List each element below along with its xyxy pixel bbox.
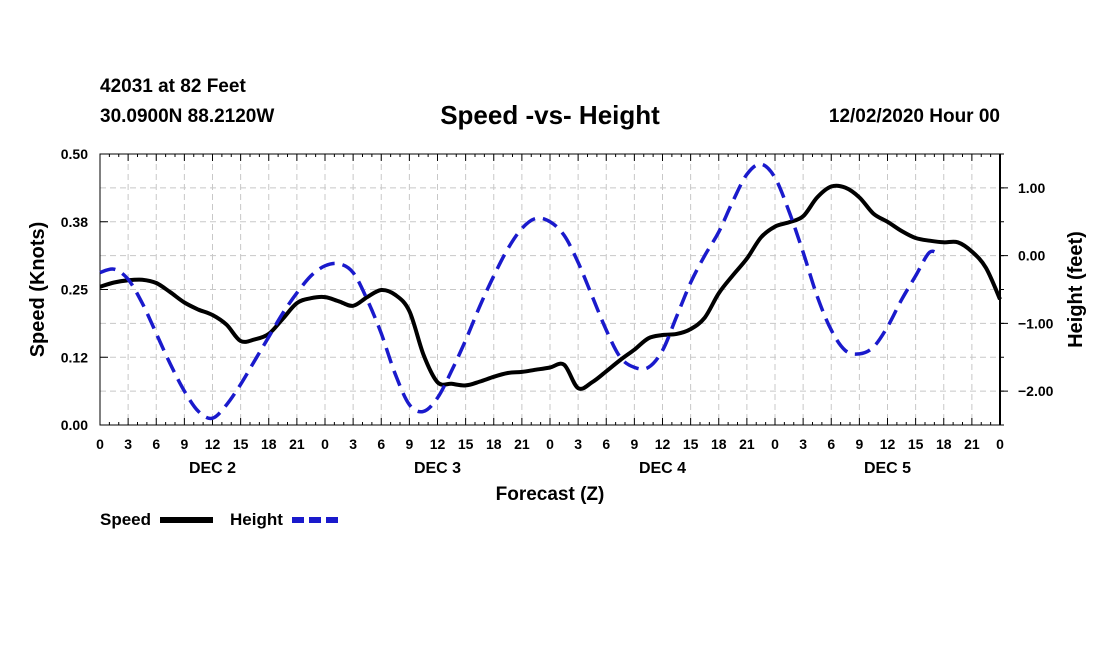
y-right-tick-label: −2.00	[1018, 383, 1054, 399]
x-tick-label: 9	[405, 436, 413, 452]
x-tick-label: 3	[574, 436, 582, 452]
x-tick-label: 21	[514, 436, 530, 452]
series	[99, 162, 1002, 421]
legend-speed-label: Speed	[100, 510, 151, 529]
x-tick-label: 21	[289, 436, 305, 452]
day-label: DEC 4	[639, 460, 686, 477]
x-tick-label: 12	[655, 436, 671, 452]
chart-title: Speed -vs- Height	[440, 100, 660, 130]
station-label: 42031 at 82 Feet	[100, 76, 246, 97]
legend: Speed Height	[100, 510, 342, 529]
y-left-tick-label: 0.50	[61, 146, 88, 162]
series-speed-line	[99, 183, 1002, 391]
x-tick-label: 6	[602, 436, 610, 452]
y-right-tick-label: 1.00	[1018, 180, 1045, 196]
day-label: DEC 5	[864, 460, 911, 477]
x-axis-label: Forecast (Z)	[496, 484, 605, 505]
y-axis-left-label: Speed (Knots)	[27, 222, 49, 358]
datetime-label: 12/02/2020 Hour 00	[828, 106, 1000, 127]
x-tick-label: 9	[855, 436, 863, 452]
x-tick-label: 0	[546, 436, 554, 452]
x-tick-label: 18	[711, 436, 727, 452]
day-label: DEC 3	[414, 460, 461, 477]
grid	[100, 154, 1000, 425]
x-tick-label: 15	[683, 436, 699, 452]
x-tick-label: 12	[880, 436, 896, 452]
x-tick-label: 0	[96, 436, 104, 452]
x-tick-label: 0	[771, 436, 779, 452]
x-tick-label: 18	[486, 436, 502, 452]
y-axis-right-label: Height (feet)	[1065, 231, 1087, 348]
x-tick-label: 6	[377, 436, 385, 452]
x-tick-label: 12	[430, 436, 446, 452]
x-tick-label: 9	[630, 436, 638, 452]
y-right-tick-label: 0.00	[1018, 248, 1045, 264]
x-tick-label: 3	[799, 436, 807, 452]
x-tick-label: 12	[205, 436, 221, 452]
x-tick-label: 21	[739, 436, 755, 452]
axis-ticks: 0 3 6 9 12 15 18 21 0 3 6 9 12 15 18 21 0 3 6 9 12 15 18 21 0 3 6 9…	[61, 146, 1054, 477]
x-tick-label: 18	[936, 436, 952, 452]
x-tick-label: 15	[908, 436, 924, 452]
x-tick-label: 6	[152, 436, 160, 452]
x-tick-label: 21	[964, 436, 980, 452]
x-tick-label: 0	[996, 436, 1004, 452]
x-tick-label: 0	[321, 436, 329, 452]
x-tick-label: 15	[233, 436, 249, 452]
series-height-line	[99, 162, 941, 421]
x-tick-label: 18	[261, 436, 277, 452]
x-tick-label: 6	[827, 436, 835, 452]
y-right-tick-label: −1.00	[1018, 315, 1054, 331]
coordinates-label: 30.0900N 88.2120W	[100, 106, 275, 127]
y-left-tick-label: 0.38	[61, 214, 88, 230]
x-tick-label: 15	[458, 436, 474, 452]
y-left-tick-label: 0.25	[61, 282, 88, 298]
y-left-tick-label: 0.00	[61, 417, 88, 433]
legend-height-label: Height	[230, 510, 283, 529]
y-left-tick-label: 0.12	[61, 349, 88, 365]
x-tick-label: 3	[124, 436, 132, 452]
day-label: DEC 2	[189, 460, 236, 477]
x-tick-label: 3	[349, 436, 357, 452]
x-tick-label: 9	[180, 436, 188, 452]
